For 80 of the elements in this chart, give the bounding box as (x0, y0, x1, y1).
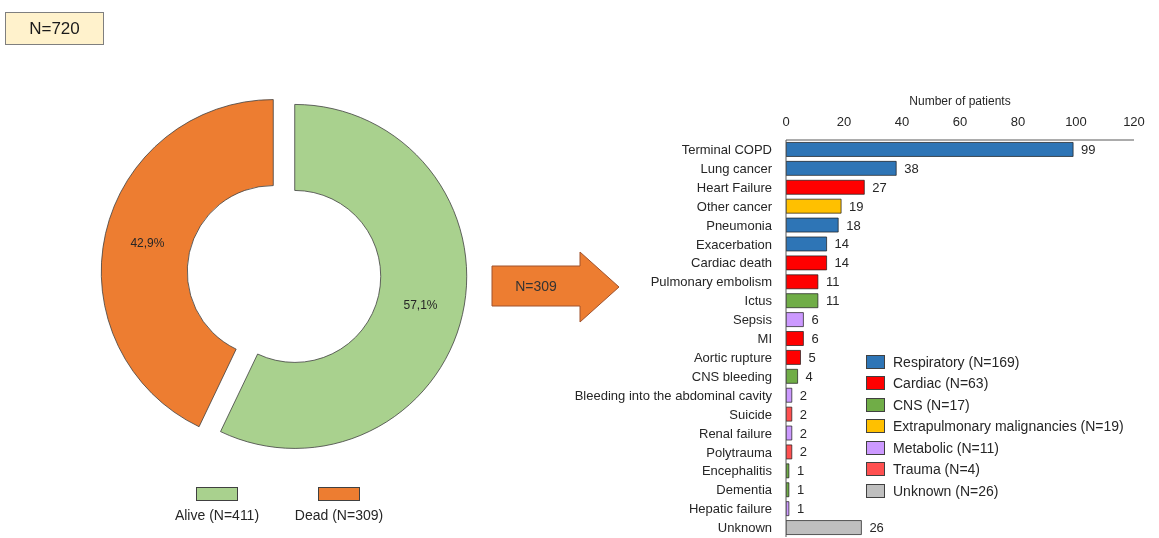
bar (786, 255, 827, 271)
x-tick-label: 40 (894, 114, 910, 129)
data-label: 1 (796, 482, 805, 498)
legend-label: Metabolic (N=11) (893, 439, 999, 456)
y-tick-label: CNS bleeding (691, 368, 772, 384)
data-label: 2 (799, 387, 808, 403)
data-label: 2 (799, 406, 808, 422)
bar (786, 520, 862, 535)
bar (786, 482, 790, 498)
x-tick-label: 20 (836, 114, 852, 129)
data-label: 5 (808, 349, 816, 365)
data-label: 6 (811, 331, 819, 347)
data-label: 27 (872, 179, 887, 195)
legend-label: Extrapulmonary malignancies (N=19) (893, 418, 1124, 435)
x-tick-label: 60 (952, 114, 968, 129)
y-tick-label: Unknown (717, 520, 772, 536)
legend-label: CNS (N=17) (893, 396, 970, 413)
y-tick-label: Aortic rupture (693, 350, 772, 366)
bar (786, 368, 798, 384)
y-tick-label: Dementia (716, 482, 773, 498)
data-label: 6 (811, 312, 819, 328)
x-tick-label: 0 (782, 114, 790, 129)
bar (786, 350, 801, 365)
data-label: 57,1% (403, 297, 438, 312)
y-tick-label: Ictus (744, 293, 773, 309)
y-tick-label: Lung cancer (700, 160, 773, 176)
legend-label: Trauma (N=4) (893, 461, 981, 478)
y-tick-label: Exacerbation (696, 236, 772, 252)
data-label: 14 (834, 236, 850, 252)
data-label: 2 (799, 425, 808, 441)
y-tick-label: Heart Failure (696, 179, 772, 195)
legend-label: Respiratory (N=169) (893, 353, 1020, 370)
data-label: 2 (799, 444, 808, 460)
bar (786, 331, 804, 346)
bar (786, 161, 897, 176)
bar (786, 217, 839, 233)
x-axis-title: Number of patients (909, 93, 1011, 108)
data-label: 4 (805, 368, 813, 384)
bar (786, 293, 819, 309)
y-tick-label: MI (757, 331, 772, 347)
y-tick-label: Polytrauma (706, 444, 773, 460)
y-tick-label: Renal failure (699, 425, 772, 441)
y-tick-label: Suicide (729, 406, 772, 422)
text: N=720 (5, 12, 104, 45)
data-label: 14 (834, 255, 850, 271)
y-tick-label: Pulmonary embolism (650, 274, 772, 290)
bar (786, 198, 842, 214)
x-tick-label: 100 (1065, 114, 1087, 129)
bar (786, 312, 804, 327)
bar (786, 142, 1074, 157)
bar (786, 463, 790, 479)
legend-label: Cardiac (N=63) (893, 375, 989, 392)
data-label: 38 (904, 160, 919, 176)
data-label: 1 (796, 501, 805, 517)
data-label: 1 (796, 463, 805, 479)
bar (786, 179, 865, 195)
bar (786, 236, 827, 252)
x-tick-label: 80 (1010, 114, 1026, 129)
data-label: 19 (849, 198, 864, 214)
y-tick-label: Other cancer (696, 198, 773, 214)
y-tick-label: Terminal COPD (681, 142, 772, 158)
data-label: 26 (869, 520, 884, 536)
bar (786, 274, 819, 290)
data-label: 18 (846, 217, 861, 233)
y-tick-label: Cardiac death (691, 255, 772, 271)
bar (786, 501, 790, 516)
data-label: 42,9% (130, 236, 165, 251)
y-tick-label: Hepatic failure (688, 501, 772, 517)
data-label: 11 (825, 293, 840, 309)
legend-label: Unknown (N=26) (893, 482, 999, 499)
text: N=309 (514, 277, 558, 296)
legend-label: Dead (N=309) (294, 507, 384, 523)
y-tick-label: Sepsis (732, 312, 773, 328)
data-label: 11 (825, 274, 840, 290)
data-label: 99 (1081, 141, 1096, 157)
y-tick-label: Encephalitis (701, 463, 773, 479)
y-tick-label: Pneumonia (706, 217, 773, 233)
y-tick-label: Bleeding into the abdominal cavity (574, 387, 773, 403)
x-tick-label: 120 (1123, 114, 1145, 129)
legend-label: Alive (N=411) (174, 507, 260, 523)
